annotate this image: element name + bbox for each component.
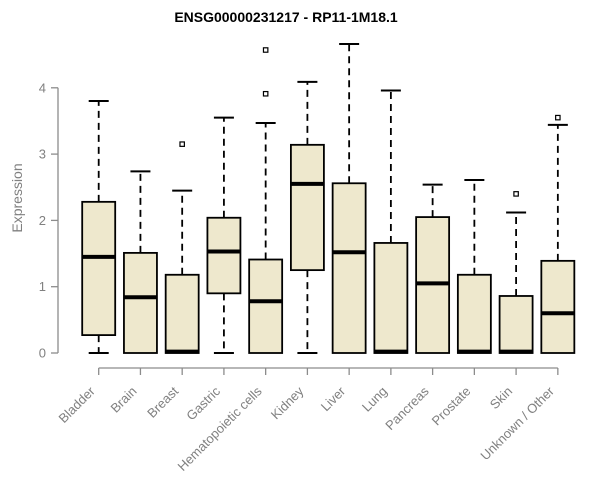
iqr-box xyxy=(206,216,242,295)
y-tick-label: 4 xyxy=(39,80,46,95)
box-group-lung xyxy=(373,89,409,354)
box-group-breast xyxy=(164,141,200,354)
x-category-label: Pancreas xyxy=(382,383,432,433)
x-category-label: Breast xyxy=(144,383,181,420)
x-category-label: Unknown / Other xyxy=(477,383,557,463)
y-tick-label: 0 xyxy=(39,346,46,361)
iqr-box xyxy=(540,259,576,354)
box-group-skin xyxy=(498,191,534,354)
outlier-point xyxy=(262,90,269,97)
x-category-label: Gastric xyxy=(183,383,223,423)
iqr-box xyxy=(456,273,492,354)
chart-title: ENSG00000231217 - RP11-1M18.1 xyxy=(174,9,398,25)
y-axis: 0 1 2 3 4 xyxy=(39,80,59,361)
box-group-brain xyxy=(123,170,158,354)
box-group-prostate xyxy=(456,178,492,354)
outlier-point xyxy=(179,141,185,147)
plot-area: 0 1 2 3 4 Bladder Brain Breast GastricHematopoie… xyxy=(39,43,576,474)
y-tick-label: 3 xyxy=(39,147,46,162)
box-group-gastric xyxy=(206,116,242,354)
iqr-box xyxy=(164,273,200,354)
outlier-point xyxy=(513,191,519,197)
outlier-point xyxy=(262,47,269,53)
outlier-point xyxy=(555,114,561,121)
y-axis-label: Expression xyxy=(9,163,25,232)
box-group-pancreas xyxy=(415,183,451,354)
iqr-box xyxy=(248,258,284,354)
x-category-label: Skin xyxy=(487,384,515,412)
box-group-hematopoietic-cells xyxy=(248,47,284,354)
box-group-bladder xyxy=(81,100,117,354)
x-category-label: Brain xyxy=(107,384,139,416)
iqr-box xyxy=(331,182,367,354)
iqr-box xyxy=(498,295,534,354)
iqr-box xyxy=(81,200,117,336)
x-category-label: Prostate xyxy=(429,384,474,429)
y-tick-label: 2 xyxy=(39,213,46,228)
x-category-label: Bladder xyxy=(56,383,99,426)
iqr-box xyxy=(123,251,158,354)
x-category-label: Lung xyxy=(359,384,390,415)
box-group-liver xyxy=(331,43,367,354)
x-category-label: Liver xyxy=(318,383,349,414)
y-tick-label: 1 xyxy=(39,279,46,294)
x-category-label: Kidney xyxy=(268,383,307,422)
iqr-box xyxy=(289,143,325,272)
box-group-unknown-other xyxy=(540,114,576,354)
box-group-kidney xyxy=(289,80,325,354)
iqr-box xyxy=(373,242,409,354)
